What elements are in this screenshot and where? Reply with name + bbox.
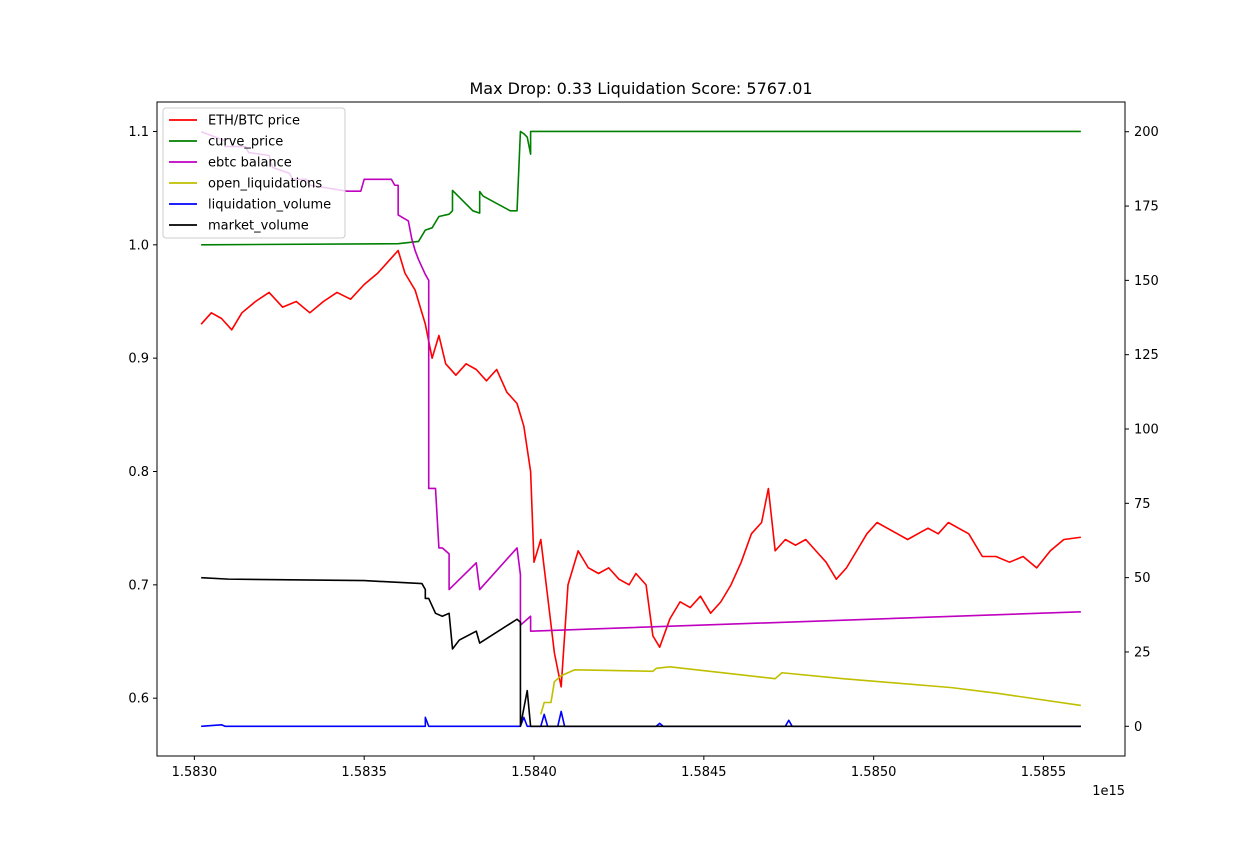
y-right-tick-label: 150 xyxy=(1134,274,1159,289)
y-axis-right: 0 25 50 75 100 125 150 175 200 xyxy=(1125,125,1159,735)
series-line-market-volume xyxy=(201,576,1081,728)
y-left-tick-label: 0.6 xyxy=(128,692,149,707)
legend-label: ebtc balance xyxy=(208,156,292,171)
x-tick-label: 1.5845 xyxy=(681,765,727,780)
legend-box xyxy=(162,107,346,239)
y-right-tick-label: 0 xyxy=(1134,720,1142,735)
series-line-eth-btc-price xyxy=(200,249,1081,688)
y-axis-left: 0.6 0.7 0.8 0.9 1.0 1.1 xyxy=(128,125,157,707)
legend-label: curve_price xyxy=(208,135,283,150)
y-right-tick-label: 75 xyxy=(1134,497,1151,512)
y-left-tick-label: 0.8 xyxy=(128,465,149,480)
legend-label: open_liquidations xyxy=(208,177,322,192)
y-right-tick-label: 125 xyxy=(1134,348,1159,363)
y-right-tick-label: 25 xyxy=(1134,645,1151,660)
y-right-tick-label: 200 xyxy=(1134,125,1159,140)
y-left-tick-label: 1.1 xyxy=(128,125,149,140)
y-right-tick-label: 175 xyxy=(1134,200,1159,215)
x-offset-label: 1e15 xyxy=(1092,784,1125,799)
y-left-tick-label: 0.7 xyxy=(128,578,149,593)
series-line-open-liquidations xyxy=(540,666,1081,715)
legend-label: liquidation_volume xyxy=(208,198,331,213)
chart-title: Max Drop: 0.33 Liquidation Score: 5767.0… xyxy=(469,79,812,98)
y-left-tick-label: 0.9 xyxy=(128,352,149,367)
y-right-tick-label: 100 xyxy=(1134,423,1159,438)
series-line-curve-price xyxy=(201,130,1081,246)
legend-label: ETH/BTC price xyxy=(208,114,300,129)
y-left-tick-label: 1.0 xyxy=(128,238,149,253)
x-axis: 1.5830 1.5835 1.5840 1.5845 1.5850 1.5855 xyxy=(172,756,1067,780)
x-tick-label: 1.5840 xyxy=(511,765,557,780)
y-right-tick-label: 50 xyxy=(1134,571,1151,586)
legend-label: market_volume xyxy=(208,219,309,234)
x-tick-label: 1.5830 xyxy=(172,765,218,780)
x-tick-label: 1.5855 xyxy=(1021,765,1067,780)
x-tick-label: 1.5850 xyxy=(851,765,897,780)
x-tick-label: 1.5835 xyxy=(341,765,387,780)
